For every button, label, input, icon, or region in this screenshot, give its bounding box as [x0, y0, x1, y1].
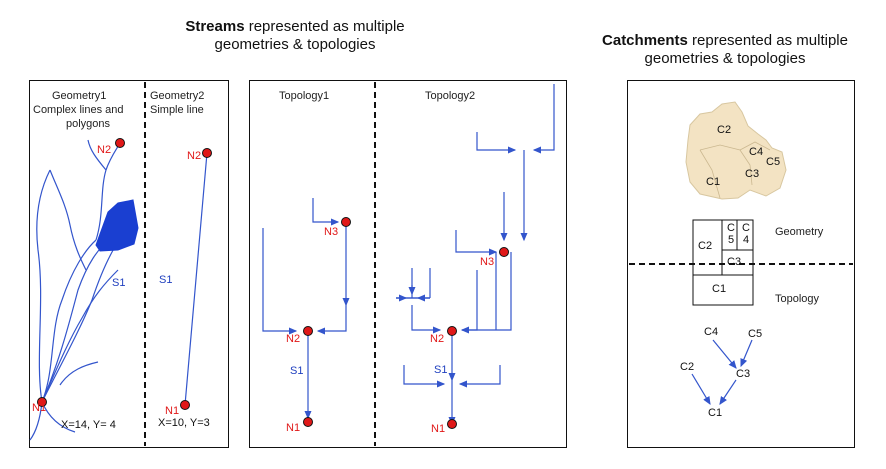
streams-title: Streams represented as multiple geometri…: [150, 18, 440, 54]
catchment-map-polygon: [685, 101, 787, 200]
grid-cell-c5: C 5: [727, 222, 735, 246]
catchments-topology-label: Topology: [775, 293, 820, 305]
map-label-c1: C1: [706, 176, 721, 188]
topology2-node-n1: [447, 419, 457, 429]
geometry2-n2-label: N2: [187, 150, 202, 162]
tree-label-c5: C5: [748, 328, 763, 340]
geometry2-desc: Simple line: [150, 104, 204, 116]
topology1-n2-label: N2: [286, 333, 301, 345]
topology2-node-n2: [447, 326, 457, 336]
grid-cell-c3: C3: [727, 256, 742, 268]
streams-title-rest: represented as multiple: [244, 18, 405, 35]
grid-cell-c1: C1: [712, 283, 727, 295]
grid-cell-c2: C2: [698, 240, 713, 252]
topology2-junction-arrows: [396, 285, 430, 302]
topology1-network: [262, 198, 350, 420]
tree-label-c1: C1: [708, 407, 723, 419]
geometry2-node-n1: [180, 400, 190, 410]
topology1-node-n1: [303, 417, 313, 427]
topology1-s1-label: S1: [290, 365, 304, 377]
catchments-title-rest: represented as multiple: [687, 32, 848, 49]
geometry2-label: Geometry2: [150, 90, 205, 102]
tree-label-c3: C3: [736, 368, 751, 380]
tree-label-c2: C2: [680, 361, 695, 373]
catchments-geometry-label: Geometry: [775, 226, 824, 238]
catchment-grid: [692, 219, 754, 306]
topology2-label: Topology2: [425, 90, 476, 102]
geometry1-s1-label: S1: [112, 277, 126, 289]
topology2-n1-label: N1: [431, 423, 446, 435]
catchments-title-bold: Catchments: [602, 32, 688, 49]
topology1-label: Topology1: [279, 90, 330, 102]
map-label-c4: C4: [749, 146, 764, 158]
catchment-tree: [691, 339, 753, 406]
geometry1-node-n1: [37, 397, 47, 407]
topology1-node-n2: [303, 326, 313, 336]
tree-label-c4: C4: [704, 326, 719, 338]
geometry1-n1-label: N1: [32, 402, 47, 414]
topology1-node-n3: [341, 217, 351, 227]
topology1-n1-label: N1: [286, 422, 301, 434]
geometry1-desc-line1: Complex lines and: [33, 104, 124, 116]
geometry2-simple-line: [184, 152, 208, 406]
geometry1-label: Geometry1: [52, 90, 107, 102]
grid-cell-c4: C 4: [742, 222, 750, 246]
streams-title-bold: Streams: [185, 18, 245, 35]
geometry1-desc-line2: polygons: [66, 118, 111, 130]
catchments-title: Catchments represented as multiple geome…: [570, 32, 880, 68]
topology2-n3-label: N3: [480, 256, 495, 268]
map-label-c5: C5: [766, 156, 781, 168]
geometry2-node-n2: [202, 148, 212, 158]
topology2-s1-label: S1: [434, 364, 448, 376]
streams-topology-panel: [249, 80, 567, 448]
streams-title-line2: geometries & topologies: [214, 36, 376, 53]
streams-geometry-panel: [29, 80, 229, 448]
map-label-c2: C2: [717, 124, 732, 136]
geometry2-s1-label: S1: [159, 274, 173, 286]
geometry1-coord: X=14, Y= 4: [61, 419, 116, 431]
topology2-n2-label: N2: [430, 333, 445, 345]
topology2-network: [396, 84, 555, 426]
geometry1-node-n2: [115, 138, 125, 148]
map-label-c3: C3: [745, 168, 760, 180]
topology2-node-n3: [499, 247, 509, 257]
catchment-map-boundaries: [699, 141, 771, 199]
geometry1-n2-label: N2: [97, 144, 112, 156]
geometry1-lake-polygon: [95, 199, 139, 252]
geometry2-coord: X=10, Y=3: [158, 417, 210, 429]
catchments-title-line2: geometries & topologies: [644, 50, 806, 67]
topology1-n3-label: N3: [324, 226, 339, 238]
geometry1-complex-lines: [29, 139, 121, 441]
geometry2-n1-label: N1: [165, 405, 180, 417]
